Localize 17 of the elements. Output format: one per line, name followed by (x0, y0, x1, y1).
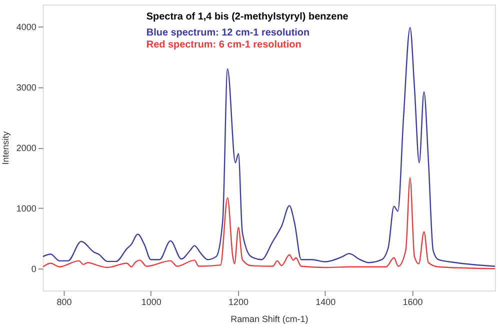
y-tick-label: 0 (31, 264, 36, 274)
text: Red spectrum: 6 cm-1 resolution (146, 39, 302, 50)
x-tick-label: 1600 (402, 296, 423, 307)
text: Blue spectrum: 12 cm-1 resolution (146, 28, 310, 39)
line-series (42, 27, 496, 267)
line-series (42, 177, 496, 270)
y-axis-title: Intensity (0, 130, 10, 165)
y-tick-label: 1000 (16, 204, 36, 214)
y-tick-label: 2000 (16, 143, 36, 154)
x-tick-label: 1000 (141, 296, 162, 307)
y-tick-label: 3000 (16, 82, 36, 92)
x-tick-label: 800 (56, 296, 72, 307)
text: Spectra of 1,4 bis (2-methylstyryl) benzene (146, 12, 349, 23)
y-tick-label: 4000 (16, 22, 36, 32)
x-tick-label: 1200 (228, 296, 248, 307)
x-tick-label: 1400 (316, 296, 336, 307)
x-axis-title: Raman Shift (cm-1) (230, 314, 308, 324)
